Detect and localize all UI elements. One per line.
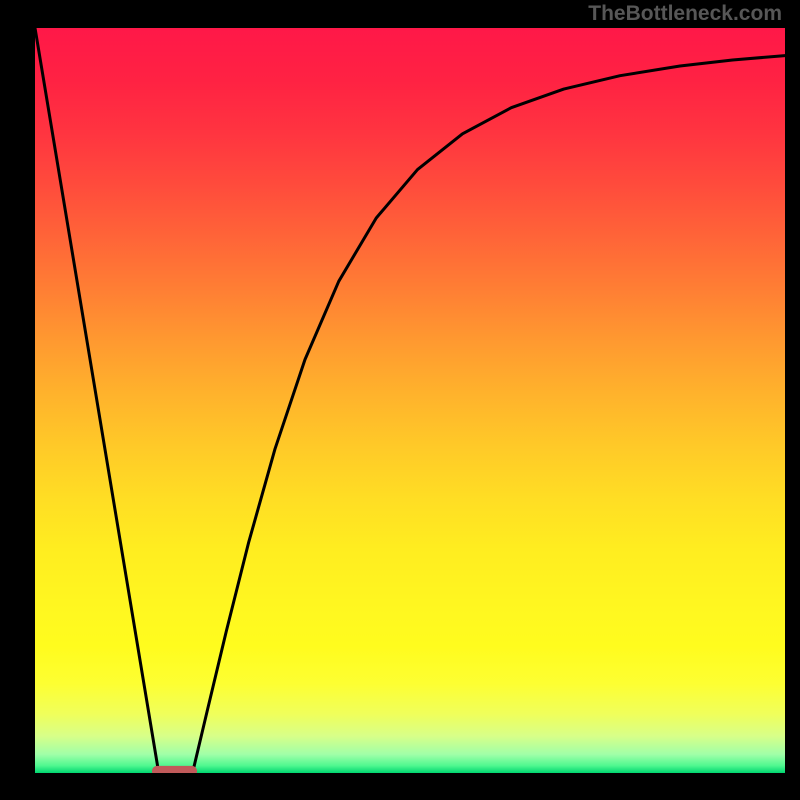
- chart-container: TheBottleneck.com: [0, 0, 800, 800]
- bottleneck-chart: [0, 0, 800, 800]
- heat-gradient-background: [35, 28, 785, 773]
- plot-area: [35, 28, 785, 776]
- attribution-watermark: TheBottleneck.com: [588, 2, 782, 26]
